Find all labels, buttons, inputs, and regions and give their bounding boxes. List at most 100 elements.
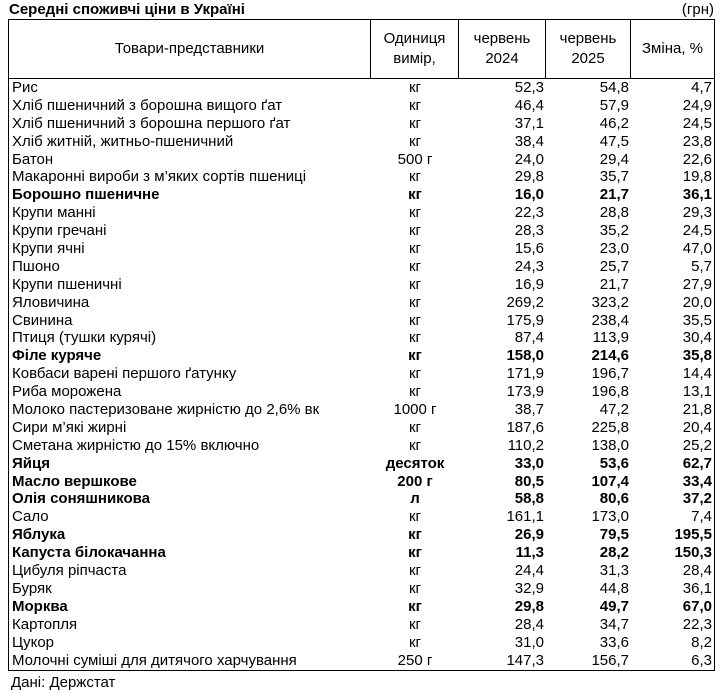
cell-change: 27,9	[682, 275, 712, 293]
cell-june-2024: 158,0	[506, 347, 544, 365]
cell-unit: кг	[408, 275, 422, 293]
cell-change: 4,7	[691, 79, 712, 96]
cell-unit: кг	[408, 240, 422, 258]
table-row: Крупи гречані кг 28,3 35,2 24,5	[9, 222, 714, 240]
cell-product: Крупи пшеничні	[12, 275, 122, 293]
table-row: Борошно пшеничне кг 16,0 21,7 36,1	[9, 186, 714, 204]
cell-unit: кг	[408, 96, 422, 114]
cell-unit: кг	[408, 526, 422, 544]
cell-unit: 200 г	[397, 472, 433, 490]
cell-product: Картопля	[12, 615, 78, 633]
cell-unit: л	[410, 490, 420, 508]
cell-change: 33,4	[682, 472, 712, 490]
cell-change: 21,8	[682, 401, 712, 419]
cell-june-2024: 58,8	[514, 490, 544, 508]
table-row: Масло вершкове 200 г 80,5 107,4 33,4	[9, 473, 714, 491]
cell-product: Рис	[12, 79, 38, 96]
cell-june-2024: 171,9	[506, 365, 544, 383]
cell-june-2024: 175,9	[506, 311, 544, 329]
cell-change: 5,7	[691, 257, 712, 275]
cell-june-2024: 38,7	[514, 401, 544, 419]
header-product: Товари-представники	[9, 20, 371, 78]
cell-unit: кг	[408, 544, 422, 562]
cell-june-2025: 31,3	[599, 562, 629, 580]
cell-product: Яблука	[12, 526, 66, 544]
cell-product: Свинина	[12, 311, 73, 329]
cell-unit: кг	[408, 204, 422, 222]
header-change: Зміна, %	[641, 40, 703, 57]
cell-change: 150,3	[674, 544, 712, 562]
table-row: Крупи манні кг 22,3 28,8 29,3	[9, 204, 714, 222]
cell-june-2024: 87,4	[514, 329, 544, 347]
cell-unit: кг	[408, 186, 422, 204]
cell-june-2025: 44,8	[599, 579, 629, 597]
cell-unit: кг	[408, 508, 422, 526]
cell-change: 30,4	[682, 329, 712, 347]
cell-june-2024: 24,0	[514, 150, 544, 168]
cell-june-2024: 31,0	[514, 633, 544, 651]
cell-change: 47,0	[682, 240, 712, 258]
table-row: Яйця десяток 33,0 53,6 62,7	[9, 455, 714, 473]
cell-product: Пшоно	[12, 257, 60, 275]
cell-change: 25,2	[682, 436, 712, 454]
cell-june-2025: 54,8	[599, 79, 629, 96]
cell-change: 24,9	[682, 96, 712, 114]
cell-change: 19,8	[682, 168, 712, 186]
cell-june-2025: 23,0	[599, 240, 629, 258]
cell-product: Крупи гречані	[12, 222, 107, 240]
cell-change: 36,1	[682, 186, 712, 204]
cell-june-2024: 11,3	[515, 544, 544, 562]
table-row: Риба морожена кг 173,9 196,8 13,1	[9, 383, 714, 401]
cell-june-2025: 21,7	[599, 275, 629, 293]
cell-june-2024: 29,8	[514, 168, 544, 186]
cell-june-2024: 29,8	[514, 597, 544, 615]
cell-june-2024: 269,2	[506, 293, 544, 311]
cell-product: Філе куряче	[12, 347, 102, 365]
cell-june-2024: 161,1	[506, 508, 544, 526]
cell-june-2025: 238,4	[591, 311, 629, 329]
cell-june-2025: 47,2	[599, 401, 629, 419]
cell-change: 20,0	[682, 293, 712, 311]
cell-change: 36,1	[682, 579, 712, 597]
table-title: Середні споживчі ціни в Україні	[9, 1, 245, 18]
table-row: Філе куряче кг 158,0 214,6 35,8	[9, 347, 714, 365]
cell-june-2024: 38,4	[514, 132, 544, 150]
source-note: Дані: Держстат	[11, 674, 116, 691]
table-row: Яблука кг 26,9 79,5 195,5	[9, 526, 714, 544]
cell-unit: кг	[408, 436, 422, 454]
cell-unit: кг	[408, 132, 422, 150]
cell-june-2025: 49,7	[599, 597, 629, 615]
cell-unit: кг	[408, 168, 422, 186]
cell-june-2024: 16,9	[514, 275, 544, 293]
cell-product: Цукор	[12, 633, 55, 651]
table-header: Товари-представники Одиниця вимір, черве…	[9, 20, 714, 79]
cell-product: Молочні суміші для дитячого харчування	[12, 651, 297, 669]
cell-product: Риба морожена	[12, 383, 122, 401]
cell-june-2024: 26,9	[514, 526, 544, 544]
cell-unit: кг	[408, 633, 422, 651]
table-row: Хліб пшеничний з борошна вищого ґат кг 46,…	[9, 97, 714, 115]
cell-june-2025: 29,4	[599, 150, 629, 168]
currency-note: (грн)	[681, 1, 714, 18]
cell-unit: кг	[408, 579, 422, 597]
cell-june-2024: 28,3	[514, 222, 544, 240]
cell-change: 24,5	[682, 114, 712, 132]
cell-unit: кг	[408, 615, 422, 633]
cell-june-2024: 110,2	[507, 436, 544, 454]
table-row: Птиця (тушки курячі) кг 87,4 113,9 30,4	[9, 329, 714, 347]
cell-change: 28,4	[682, 562, 712, 580]
cell-change: 67,0	[682, 597, 712, 615]
table-row: Свинина кг 175,9 238,4 35,5	[9, 312, 714, 330]
cell-june-2025: 107,4	[591, 472, 629, 490]
cell-june-2024: 173,9	[506, 383, 544, 401]
cell-june-2025: 21,7	[599, 186, 629, 204]
cell-product: Батон	[12, 150, 54, 168]
cell-unit: кг	[408, 114, 422, 132]
cell-change: 7,4	[691, 508, 712, 526]
cell-product: Сметана жирністю до 15% включно	[12, 436, 260, 454]
table-row: Молоко пастеризоване жирністю до 2,6% вк…	[9, 401, 714, 419]
cell-product: Борошно пшеничне	[12, 186, 160, 204]
table-row: Хліб житній, житньо-пшеничний кг 38,4 47,5 2…	[9, 133, 714, 151]
cell-june-2025: 138,0	[591, 436, 629, 454]
cell-unit: кг	[408, 597, 422, 615]
